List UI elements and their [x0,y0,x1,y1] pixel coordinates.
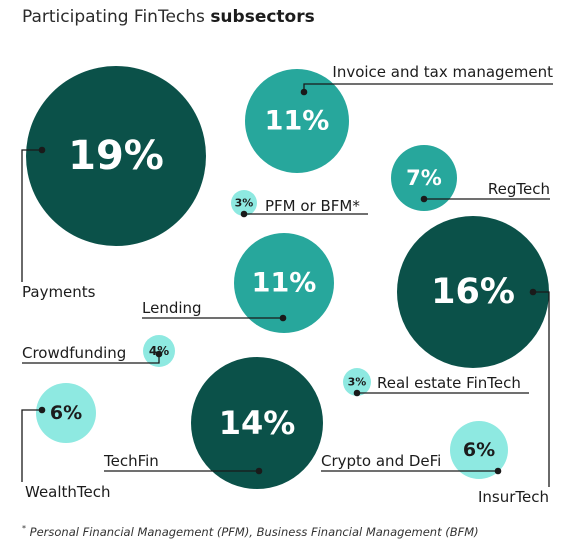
bubble-value-lending: 11% [252,268,317,299]
category-label-real-estate-fintech: Real estate FinTech [377,374,521,392]
chart-title: Participating FinTechs subsectors [22,7,315,27]
category-label-crowdfunding: Crowdfunding [22,344,126,362]
category-label-regtech: RegTech [488,180,550,198]
leader-dot-techfin [255,467,263,475]
bubble-value-real-estate-fintech: 3% [348,376,367,389]
leader-dot-lending [279,314,287,322]
category-label-pfm-or-bfm: PFM or BFM* [265,197,360,215]
footnote-text: Personal Financial Management (PFM), Bus… [26,524,479,539]
bubble-regtech [391,145,457,211]
bubble-value-pfm-or-bfm: 3% [235,197,254,210]
bubble-techfin [191,357,323,489]
category-label-invoice-and-tax-management: Invoice and tax management [332,63,553,81]
bubble-pfm-or-bfm [231,190,257,216]
bubble-invoice-and-tax-management [245,69,349,173]
leader-dot-crowdfunding [155,350,163,358]
bubble-value-invoice-and-tax-management: 11% [265,106,330,137]
bubble-real-estate-fintech [343,368,371,396]
leader-line-payments [21,149,42,282]
bubble-value-insurtech: 16% [431,272,515,312]
leader-dot-regtech [420,195,428,203]
bubble-value-regtech: 7% [406,166,442,190]
category-label-wealthtech: WealthTech [25,483,111,501]
bubble-insurtech [397,216,549,368]
bubble-value-wealthtech: 6% [50,402,82,424]
bubble-value-payments: 19% [68,133,164,179]
leader-dot-invoice-and-tax-management [300,88,308,96]
footnote: * Personal Financial Management (PFM), B… [22,524,479,539]
footnote-marker: * [22,524,26,533]
chart-title-bold: subsectors [210,7,315,27]
category-label-payments: Payments [22,283,96,301]
leader-dot-payments [38,146,46,154]
leader-dot-pfm-or-bfm [240,210,248,218]
leader-line-insurtech [533,291,550,487]
bubble-value-crypto-and-defi: 6% [463,439,495,461]
leader-dot-insurtech [529,288,537,296]
bubble-wealthtech [36,383,96,443]
leader-dot-wealthtech [38,406,46,414]
category-label-lending: Lending [142,299,202,317]
category-label-insurtech: InsurTech [478,488,549,506]
bubble-payments [26,66,206,246]
bubble-lending [234,233,334,333]
leader-dot-crypto-and-defi [494,467,502,475]
category-label-crypto-and-defi: Crypto and DeFi [321,452,441,470]
leader-line-wealthtech [21,409,42,482]
bubble-crypto-and-defi [450,421,508,479]
leader-line-invoice-and-tax-management [303,83,553,92]
leader-dot-real-estate-fintech [353,389,361,397]
chart-title-prefix: Participating FinTechs [22,7,205,27]
bubble-value-techfin: 14% [219,404,296,442]
category-label-techfin: TechFin [103,452,159,470]
